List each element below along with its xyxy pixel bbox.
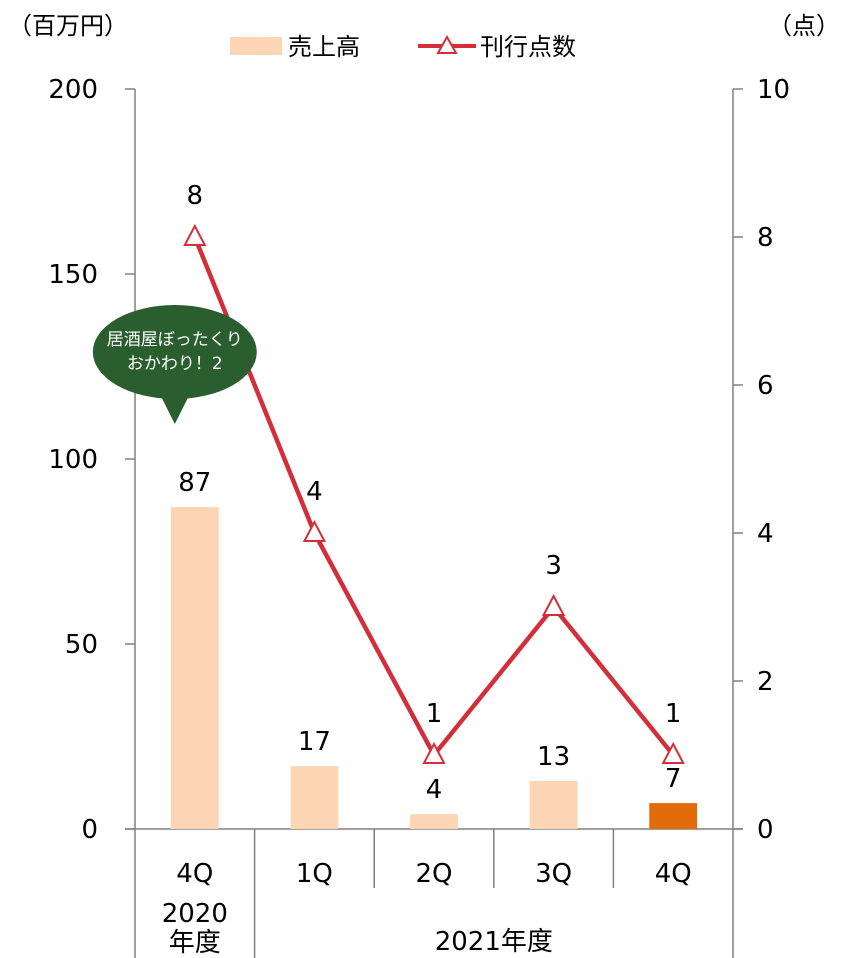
annotation-pointer	[159, 394, 190, 424]
bar-data-label: 7	[665, 764, 682, 794]
bar-data-label: 17	[298, 727, 331, 757]
bar-data-label: 4	[426, 775, 443, 805]
bar-data-label: 87	[178, 468, 211, 498]
category-group-label: 2020 年度	[162, 899, 228, 958]
legend-swatch-sales	[230, 37, 282, 55]
line-point-titles	[302, 519, 327, 542]
bar-sales	[529, 780, 578, 829]
category-group-label: 2021年度	[435, 927, 553, 957]
bar-sales	[649, 803, 698, 829]
annotation-bubble	[92, 305, 257, 399]
left-axis-unit-label: （百万円）	[8, 12, 128, 40]
x-tick-label: 4Q	[176, 859, 213, 889]
right-axis-tick-label: 6	[757, 371, 774, 401]
x-tick-label: 2Q	[415, 859, 452, 889]
left-axis-tick-label: 200	[48, 75, 98, 105]
legend-label-titles: 刊行点数	[480, 33, 576, 61]
left-axis-tick-label: 100	[48, 445, 98, 475]
x-tick-label: 1Q	[296, 859, 333, 889]
line-data-label: 3	[545, 551, 562, 581]
line-titles	[192, 236, 675, 760]
bar-data-label: 13	[537, 742, 570, 772]
right-axis-tick-label: 8	[757, 223, 774, 253]
x-tick-label: 4Q	[655, 859, 692, 889]
line-data-label: 8	[187, 181, 204, 211]
right-axis-unit-label: （点）	[768, 12, 840, 40]
line-data-label: 1	[426, 699, 443, 729]
bar-sales	[410, 814, 458, 829]
right-axis-tick-label: 4	[757, 519, 774, 549]
right-axis-tick-label: 2	[757, 667, 774, 697]
line-point-titles	[422, 741, 446, 764]
line-point-titles	[541, 593, 566, 616]
line-point-titles	[183, 223, 207, 246]
line-data-label: 4	[306, 477, 323, 507]
annotation-text: おかわり！2	[127, 354, 223, 374]
line-data-label: 1	[665, 699, 682, 729]
right-axis-tick-label: 10	[757, 75, 790, 105]
left-axis-tick-label: 150	[48, 260, 98, 290]
right-axis-tick-label: 0	[757, 815, 774, 845]
x-tick-label: 3Q	[535, 859, 572, 889]
line-point-titles	[661, 741, 685, 764]
bar-sales	[290, 766, 339, 829]
annotation-text: 居酒屋ぼったくり	[107, 330, 243, 350]
bar-sales	[170, 507, 219, 829]
left-axis-tick-label: 50	[65, 630, 98, 660]
legend-marker-titles	[436, 34, 458, 54]
legend-label-sales: 売上高	[288, 33, 360, 61]
left-axis-tick-label: 0	[81, 815, 98, 845]
